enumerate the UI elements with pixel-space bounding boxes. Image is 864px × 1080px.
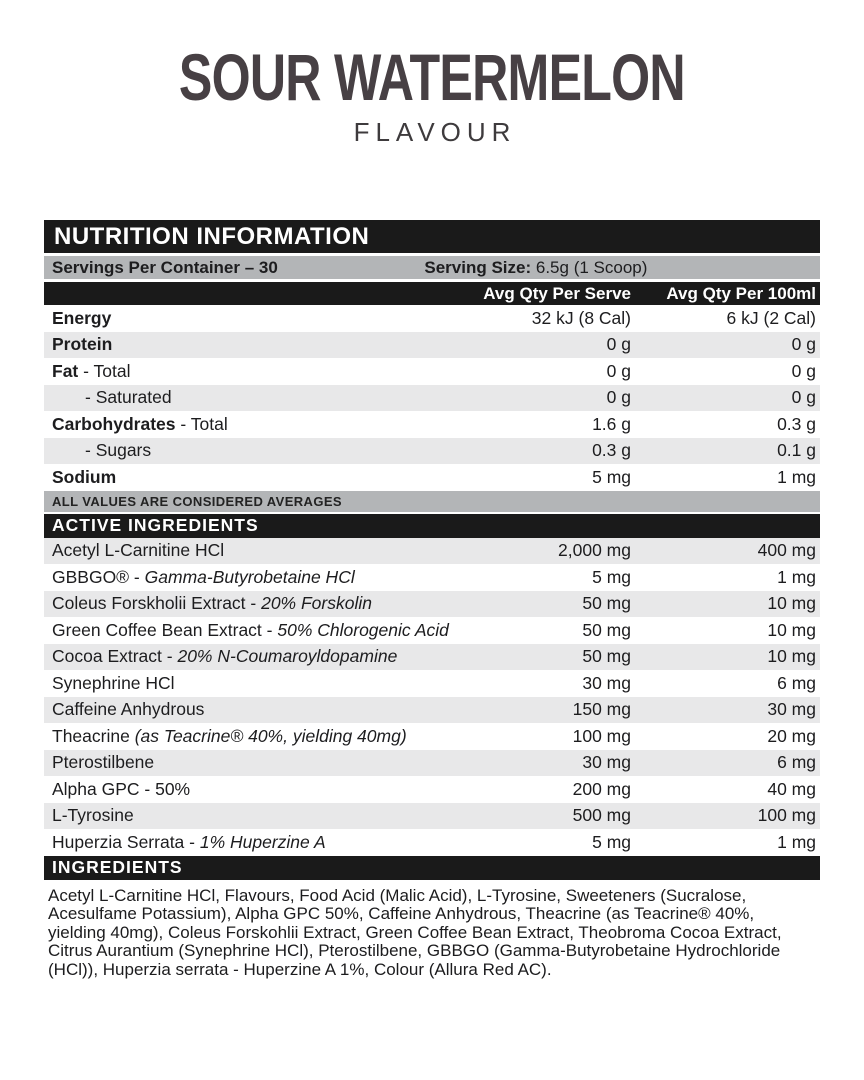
flavour-header: SOUR WATERMELON FLAVOUR bbox=[0, 0, 864, 148]
nutrition-information-header: NUTRITION INFORMATION bbox=[44, 220, 820, 253]
row-value-per-serve: 50 mg bbox=[582, 619, 631, 640]
row-value-per-100ml: 1 mg bbox=[777, 466, 816, 487]
column-header-per-100ml: Avg Qty Per 100ml bbox=[666, 283, 816, 303]
table-row: - Saturated 0 g 0 g bbox=[44, 384, 820, 411]
row-value-per-100ml: 40 mg bbox=[767, 778, 816, 799]
flavour-title: SOUR WATERMELON bbox=[179, 40, 686, 114]
row-value-per-100ml: 1 mg bbox=[777, 831, 816, 852]
row-label: Huperzia Serrata - 1% Huperzine A bbox=[52, 831, 326, 852]
row-label: Theacrine (as Teacrine® 40%, yielding 40… bbox=[52, 725, 407, 746]
row-value-per-100ml: 0 g bbox=[791, 387, 816, 408]
row-value-per-serve: 50 mg bbox=[582, 646, 631, 667]
table-row: Protein 0 g 0 g bbox=[44, 331, 820, 358]
row-label: Coleus Forskholii Extract - 20% Forskoli… bbox=[52, 593, 372, 614]
table-row: Synephrine HCl 30 mg 6 mg bbox=[44, 670, 820, 697]
row-value-per-100ml: 6 mg bbox=[777, 672, 816, 693]
row-value-per-100ml: 0 g bbox=[791, 334, 816, 355]
row-label: Green Coffee Bean Extract - 50% Chloroge… bbox=[52, 619, 449, 640]
row-value-per-serve: 32 kJ (8 Cal) bbox=[531, 307, 631, 328]
ingredients-header: INGREDIENTS bbox=[44, 855, 820, 880]
table-row: GBBGO® - Gamma-Butyrobetaine HCl 5 mg 1 … bbox=[44, 564, 820, 591]
row-label: Alpha GPC - 50% bbox=[52, 778, 191, 799]
row-label: - Saturated bbox=[85, 387, 172, 408]
ingredients-text: Acetyl L-Carnitine HCl, Flavours, Food A… bbox=[48, 885, 782, 979]
table-row: Fat - Total 0 g 0 g bbox=[44, 358, 820, 385]
active-ingredients-table: Acetyl L-Carnitine HCl 2,000 mg 400 mg G… bbox=[44, 537, 820, 856]
serving-size: Serving Size: 6.5g (1 Scoop) bbox=[424, 258, 647, 278]
row-value-per-serve: 2,000 mg bbox=[558, 540, 631, 561]
row-value-per-serve: 1.6 g bbox=[592, 413, 631, 434]
row-value-per-serve: 30 mg bbox=[582, 752, 631, 773]
nutrition-table: Energy 32 kJ (8 Cal) 6 kJ (2 Cal) Protei… bbox=[44, 305, 820, 491]
table-row: Cocoa Extract - 20% N-Coumaroyldopamine … bbox=[44, 643, 820, 670]
table-row: Alpha GPC - 50% 200 mg 40 mg bbox=[44, 776, 820, 803]
row-label: Cocoa Extract - 20% N-Coumaroyldopamine bbox=[52, 646, 398, 667]
row-value-per-100ml: 10 mg bbox=[767, 646, 816, 667]
row-value-per-100ml: 1 mg bbox=[777, 566, 816, 587]
row-value-per-serve: 0.3 g bbox=[592, 440, 631, 461]
table-row: Acetyl L-Carnitine HCl 2,000 mg 400 mg bbox=[44, 537, 820, 564]
row-value-per-serve: 200 mg bbox=[572, 778, 631, 799]
row-value-per-serve: 100 mg bbox=[572, 725, 631, 746]
row-value-per-100ml: 10 mg bbox=[767, 593, 816, 614]
row-value-per-serve: 5 mg bbox=[592, 831, 631, 852]
row-value-per-100ml: 6 kJ (2 Cal) bbox=[726, 307, 816, 328]
row-value-per-100ml: 100 mg bbox=[757, 805, 816, 826]
table-row: Energy 32 kJ (8 Cal) 6 kJ (2 Cal) bbox=[44, 305, 820, 332]
row-value-per-100ml: 400 mg bbox=[757, 540, 816, 561]
table-row: Caffeine Anhydrous 150 mg 30 mg bbox=[44, 696, 820, 723]
row-label: Protein bbox=[52, 334, 113, 355]
row-label: - Sugars bbox=[85, 440, 152, 461]
row-label: Pterostilbene bbox=[52, 752, 155, 773]
row-label: Acetyl L-Carnitine HCl bbox=[52, 540, 225, 561]
table-row: Huperzia Serrata - 1% Huperzine A 5 mg 1… bbox=[44, 829, 820, 856]
row-value-per-serve: 5 mg bbox=[592, 466, 631, 487]
table-row: L-Tyrosine 500 mg 100 mg bbox=[44, 802, 820, 829]
active-ingredients-header: ACTIVE INGREDIENTS bbox=[44, 513, 820, 538]
row-value-per-serve: 0 g bbox=[606, 334, 631, 355]
row-value-per-serve: 5 mg bbox=[592, 566, 631, 587]
column-header-per-serve: Avg Qty Per Serve bbox=[483, 283, 631, 303]
row-label: GBBGO® - Gamma-Butyrobetaine HCl bbox=[52, 566, 355, 587]
nutrition-panel: NUTRITION INFORMATION Servings Per Conta… bbox=[44, 220, 820, 979]
row-label: Synephrine HCl bbox=[52, 672, 175, 693]
row-label: Energy bbox=[52, 307, 112, 328]
row-value-per-100ml: 0 g bbox=[791, 360, 816, 381]
row-value-per-serve: 0 g bbox=[606, 387, 631, 408]
averages-note: ALL VALUES ARE CONSIDERED AVERAGES bbox=[44, 490, 820, 512]
table-row: Sodium 5 mg 1 mg bbox=[44, 464, 820, 491]
row-value-per-100ml: 0.3 g bbox=[777, 413, 816, 434]
row-value-per-serve: 30 mg bbox=[582, 672, 631, 693]
row-value-per-serve: 500 mg bbox=[572, 805, 631, 826]
row-label: Sodium bbox=[52, 466, 117, 487]
row-label: Caffeine Anhydrous bbox=[52, 699, 205, 720]
row-value-per-serve: 50 mg bbox=[582, 593, 631, 614]
table-row: Pterostilbene 30 mg 6 mg bbox=[44, 749, 820, 776]
table-row: - Sugars 0.3 g 0.1 g bbox=[44, 437, 820, 464]
row-value-per-serve: 0 g bbox=[606, 360, 631, 381]
column-header-bar: Avg Qty Per Serve Avg Qty Per 100ml bbox=[44, 282, 820, 305]
row-value-per-serve: 150 mg bbox=[572, 699, 631, 720]
flavour-subtitle: FLAVOUR bbox=[353, 117, 517, 147]
row-label: L-Tyrosine bbox=[52, 805, 134, 826]
row-value-per-100ml: 10 mg bbox=[767, 619, 816, 640]
row-value-per-100ml: 20 mg bbox=[767, 725, 816, 746]
servings-per-container: Servings Per Container – 30 bbox=[52, 257, 278, 277]
table-row: Carbohydrates - Total 1.6 g 0.3 g bbox=[44, 411, 820, 438]
table-row: Coleus Forskholii Extract - 20% Forskoli… bbox=[44, 590, 820, 617]
row-value-per-100ml: 6 mg bbox=[777, 752, 816, 773]
table-row: Theacrine (as Teacrine® 40%, yielding 40… bbox=[44, 723, 820, 750]
row-label: Carbohydrates - Total bbox=[52, 413, 228, 434]
row-value-per-100ml: 30 mg bbox=[767, 699, 816, 720]
row-label: Fat - Total bbox=[52, 360, 131, 381]
serving-info-bar: Servings Per Container – 30 Serving Size… bbox=[44, 256, 820, 279]
row-value-per-100ml: 0.1 g bbox=[777, 440, 816, 461]
table-row: Green Coffee Bean Extract - 50% Chloroge… bbox=[44, 617, 820, 644]
serving-size-label: Serving Size: bbox=[424, 257, 532, 277]
serving-size-value: 6.5g (1 Scoop) bbox=[531, 257, 648, 277]
